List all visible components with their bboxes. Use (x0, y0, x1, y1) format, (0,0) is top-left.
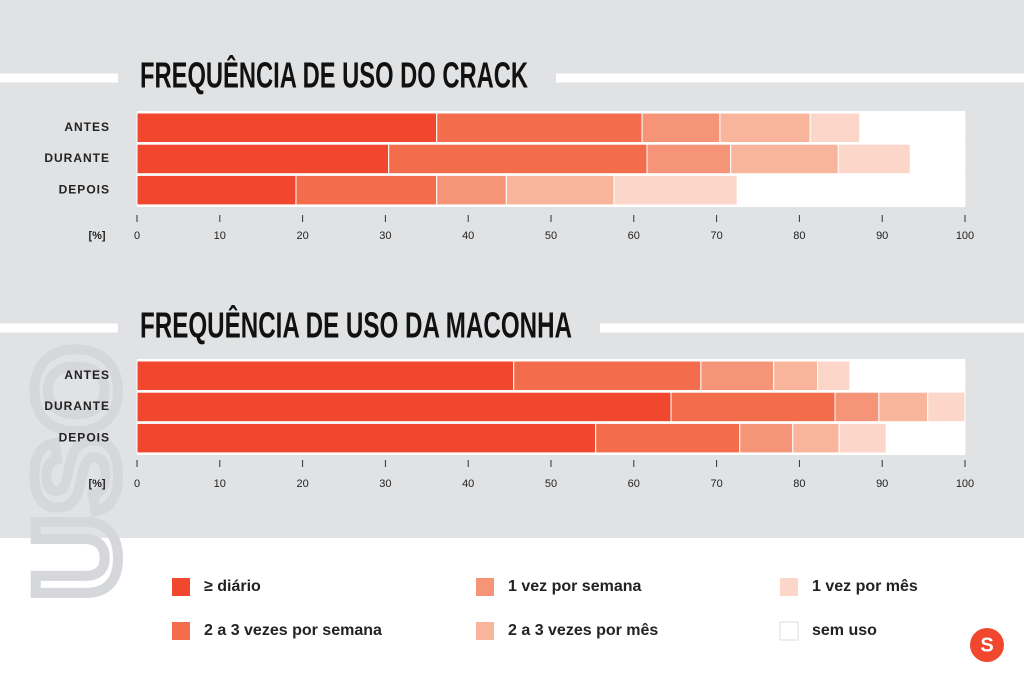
legend-label: sem uso (812, 622, 877, 639)
chart-title: FREQUÊNCIA DE USO DA MACONHA (140, 304, 572, 346)
bar-segment (838, 422, 887, 454)
bar-segment (670, 391, 836, 423)
x-tick-label: 100 (956, 230, 974, 242)
bar-segment (909, 143, 966, 175)
x-tick-label: 80 (793, 230, 805, 242)
bar-segment (646, 143, 732, 175)
bar-segment (739, 422, 794, 454)
bar-segment (736, 174, 966, 206)
x-tick-label: 30 (379, 230, 391, 242)
bar-segment (641, 112, 721, 143)
x-axis-label: [%] (88, 230, 105, 242)
x-tick-label: 60 (628, 478, 640, 490)
bar-segment (792, 422, 840, 454)
bar-segment (136, 174, 297, 206)
bar-segment (719, 112, 811, 143)
category-label: DEPOIS (59, 430, 110, 444)
legend-swatch (172, 578, 190, 596)
bar-segment (136, 112, 438, 143)
x-tick-label: 10 (214, 230, 226, 242)
x-tick-label: 70 (710, 230, 722, 242)
bar-segment (700, 360, 775, 391)
bar-segment (834, 391, 880, 423)
legend-swatch (780, 578, 798, 596)
x-tick-label: 10 (214, 478, 226, 490)
bar-segment (295, 174, 438, 206)
x-tick-label: 60 (628, 230, 640, 242)
bar-segment (878, 391, 929, 423)
x-tick-label: 90 (876, 478, 888, 490)
x-tick-label: 100 (956, 478, 974, 490)
bar-segment (436, 112, 643, 143)
bar-segment (505, 174, 615, 206)
bar-segment (730, 143, 839, 175)
bar-segment (849, 360, 966, 391)
bar-segment (885, 422, 966, 454)
bar-segment (136, 360, 515, 391)
bar-segment (613, 174, 738, 206)
x-axis-label: [%] (88, 478, 105, 490)
category-label: DURANTE (44, 151, 110, 165)
bar-segment (136, 422, 597, 454)
bar-segment (927, 391, 966, 423)
x-tick-label: 80 (793, 478, 805, 490)
legend-label: 2 a 3 vezes por mês (508, 622, 658, 639)
logo: S (980, 634, 993, 656)
legend-label: 1 vez por semana (508, 578, 642, 595)
x-tick-label: 70 (710, 478, 722, 490)
x-tick-label: 30 (379, 478, 391, 490)
bar-segment (837, 143, 911, 175)
side-text: USO (11, 344, 143, 600)
legend-swatch (476, 622, 494, 640)
x-tick-label: 40 (462, 230, 474, 242)
x-tick-label: 90 (876, 230, 888, 242)
bar-segment (436, 174, 507, 206)
category-label: DURANTE (44, 399, 110, 413)
legend-swatch (476, 578, 494, 596)
bar-segment (513, 360, 702, 391)
chart-title: FREQUÊNCIA DE USO DO CRACK (140, 54, 528, 96)
legend-swatch (172, 622, 190, 640)
legend-label: 2 a 3 vezes por semana (204, 622, 382, 639)
bar-segment (817, 360, 851, 391)
logo-badge (970, 628, 1004, 662)
bar-segment (809, 112, 861, 143)
bar-segment (595, 422, 741, 454)
bar-segment (136, 143, 390, 175)
bar-segment (388, 143, 648, 175)
legend-label: 1 vez por mês (812, 578, 918, 595)
x-tick-label: 40 (462, 478, 474, 490)
x-tick-label: 50 (545, 230, 557, 242)
bar-segment (773, 360, 819, 391)
x-tick-label: 0 (134, 478, 140, 490)
x-tick-label: 20 (296, 230, 308, 242)
legend-swatch (779, 621, 799, 641)
bar-segment (859, 112, 966, 143)
x-tick-label: 0 (134, 230, 140, 242)
category-label: DEPOIS (59, 182, 110, 196)
x-tick-label: 20 (296, 478, 308, 490)
category-label: ANTES (64, 368, 110, 382)
category-label: ANTES (64, 120, 110, 134)
x-tick-label: 50 (545, 478, 557, 490)
legend-label: ≥ diário (204, 578, 261, 595)
bar-segment (136, 391, 672, 423)
